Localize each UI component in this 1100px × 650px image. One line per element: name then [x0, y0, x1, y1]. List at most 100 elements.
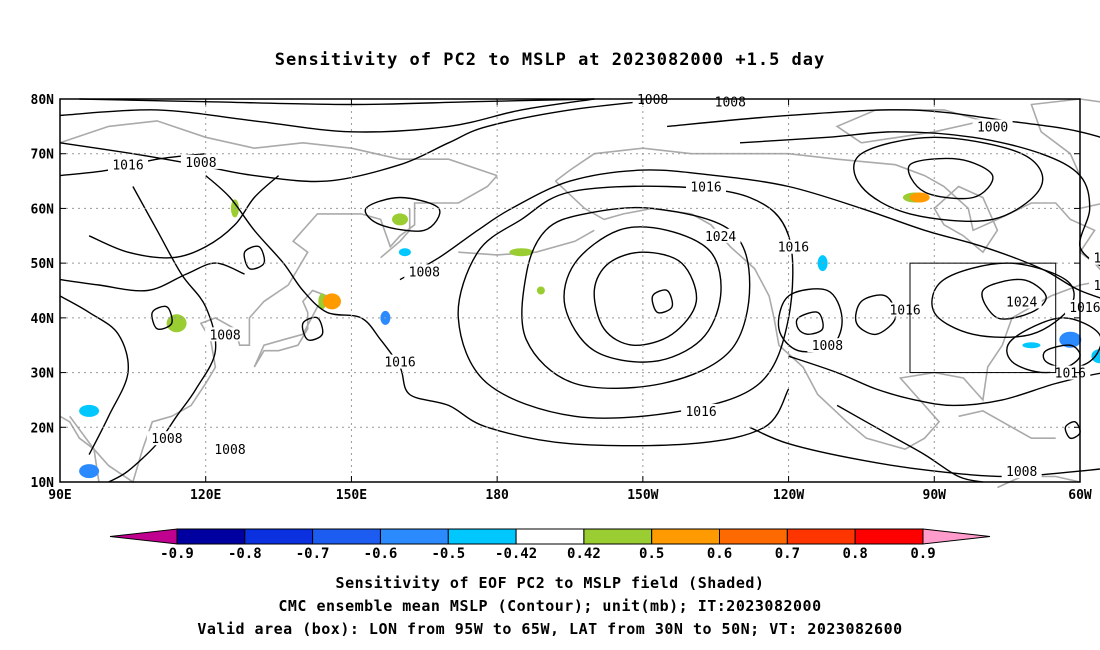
x-axis-ticks: 90E 120E 150E 180 150W 120W 90W 60W — [48, 99, 1092, 503]
colorbar-label: 0.42 — [567, 546, 601, 562]
x-tick-label: 90W — [923, 488, 947, 503]
colorbar-label: 0.7 — [775, 546, 800, 562]
contour-label-bg — [1001, 464, 1042, 479]
plot-frame — [59, 98, 1081, 483]
colorbar-label: -0.7 — [296, 546, 330, 562]
contour-label-bg — [1064, 299, 1100, 314]
contour-label: 1016 — [690, 181, 721, 196]
contour-label: 1016 — [1055, 367, 1086, 382]
contour-label-bg — [686, 179, 726, 194]
x-tick-label: 180 — [485, 488, 509, 503]
contour-line — [907, 157, 994, 200]
shaded-patch — [509, 248, 534, 257]
coastline-segment — [253, 289, 329, 368]
contour-line — [788, 355, 1100, 407]
contour-label-bg — [773, 239, 814, 254]
contour-line — [1006, 317, 1100, 374]
contour-label: 1008 — [214, 443, 245, 458]
y-tick-label: 10N — [31, 476, 55, 491]
contour-label-bg — [1001, 294, 1042, 309]
colorbar-box — [244, 528, 314, 545]
contour-label-bg — [972, 119, 1013, 134]
contour-label-bg — [404, 264, 445, 279]
caption-valid-area: Valid area (box): LON from 95W to 65W, L… — [197, 620, 903, 638]
contour-label-bg — [108, 157, 148, 172]
coastline-segment — [835, 109, 984, 144]
grid-lines — [60, 99, 1080, 482]
contour-line — [853, 136, 1044, 222]
y-tick-label: 50N — [31, 257, 55, 272]
contour-line — [749, 426, 1100, 478]
contour-label: 1024 — [705, 230, 736, 245]
valid-area-rect — [909, 262, 1057, 374]
coastline-segment — [59, 120, 498, 177]
contour-line — [88, 175, 280, 259]
coastline-segment — [933, 185, 999, 254]
contour-label: 1000 — [1093, 252, 1100, 267]
coastlines — [59, 98, 1100, 489]
contour-line — [854, 294, 897, 336]
colorbar: -0.9 -0.8 -0.7 -0.6 -0.5 -0.42 0.42 0.5 0.6 0.7 0.… — [109, 528, 991, 562]
contour-line — [457, 185, 794, 419]
colorbar-box — [786, 528, 856, 545]
colorbar-box — [176, 528, 246, 545]
shaded-patch — [909, 192, 930, 203]
coastline-segment — [59, 415, 100, 483]
valid-area-box — [909, 262, 1057, 374]
contour-label: 1008 — [1093, 279, 1100, 294]
coastline-segment — [380, 208, 411, 259]
y-tick-label: 70N — [31, 148, 55, 163]
shaded-patch — [392, 213, 408, 226]
contour-line — [364, 196, 441, 232]
contour-line — [593, 251, 698, 346]
shaded-patch — [79, 464, 100, 479]
shaded-patch — [166, 314, 187, 333]
y-tick-label: 80N — [31, 93, 55, 108]
contour-label-bg — [885, 302, 926, 317]
colorbar-label: 0.6 — [707, 546, 732, 562]
contour-line — [667, 109, 1100, 138]
contour-label-bg — [1089, 278, 1100, 292]
contour-line — [59, 295, 130, 455]
colorbar-low-arrow — [109, 528, 178, 545]
contour-line — [795, 311, 824, 336]
caption-shaded: Sensitivity of EOF PC2 to MSLP field (Sh… — [335, 574, 765, 592]
colorbar-high-arrow — [922, 528, 991, 545]
x-tick-label: 150W — [627, 488, 658, 503]
coastline-segment — [958, 410, 1056, 439]
contour-line — [521, 206, 751, 389]
contour-label: 1008 — [715, 96, 746, 111]
contour-line — [563, 226, 722, 363]
contour-label: 1016 — [889, 304, 920, 319]
shaded-patch — [323, 293, 341, 310]
contour-label: 1008 — [209, 328, 240, 343]
colorbar-box — [583, 528, 653, 545]
shaded-patch — [79, 404, 100, 417]
colorbar-box — [719, 528, 788, 545]
contour-label-bg — [807, 338, 848, 353]
colorbar-label: -0.8 — [228, 546, 262, 562]
contour-label: 1008 — [151, 432, 182, 447]
contour-line — [243, 245, 266, 270]
shaded-patch — [398, 248, 411, 257]
contour-line — [108, 186, 217, 483]
shaded-patch — [1022, 342, 1041, 349]
shaded-patch — [536, 286, 545, 295]
contour-line — [836, 404, 984, 483]
contour-label-bg — [180, 154, 221, 169]
colorbar-box — [651, 528, 721, 545]
contour-label: 1016 — [384, 356, 415, 371]
contour-label: 1016 — [685, 405, 716, 420]
colorbar-box — [380, 528, 449, 545]
contour-label: 1008 — [185, 156, 216, 171]
coastline-segment — [69, 175, 498, 484]
contour-label: 1016 — [1069, 301, 1100, 316]
shaded-patch — [1059, 331, 1082, 348]
colorbar-label: -0.6 — [364, 546, 398, 562]
y-tick-label: 40N — [31, 312, 55, 327]
shaded-regions — [79, 192, 1100, 479]
colorbar-box — [447, 528, 517, 545]
contour-label: 1008 — [1006, 465, 1037, 480]
x-tick-label: 90E — [48, 488, 71, 503]
contour-label-bg — [210, 442, 250, 457]
